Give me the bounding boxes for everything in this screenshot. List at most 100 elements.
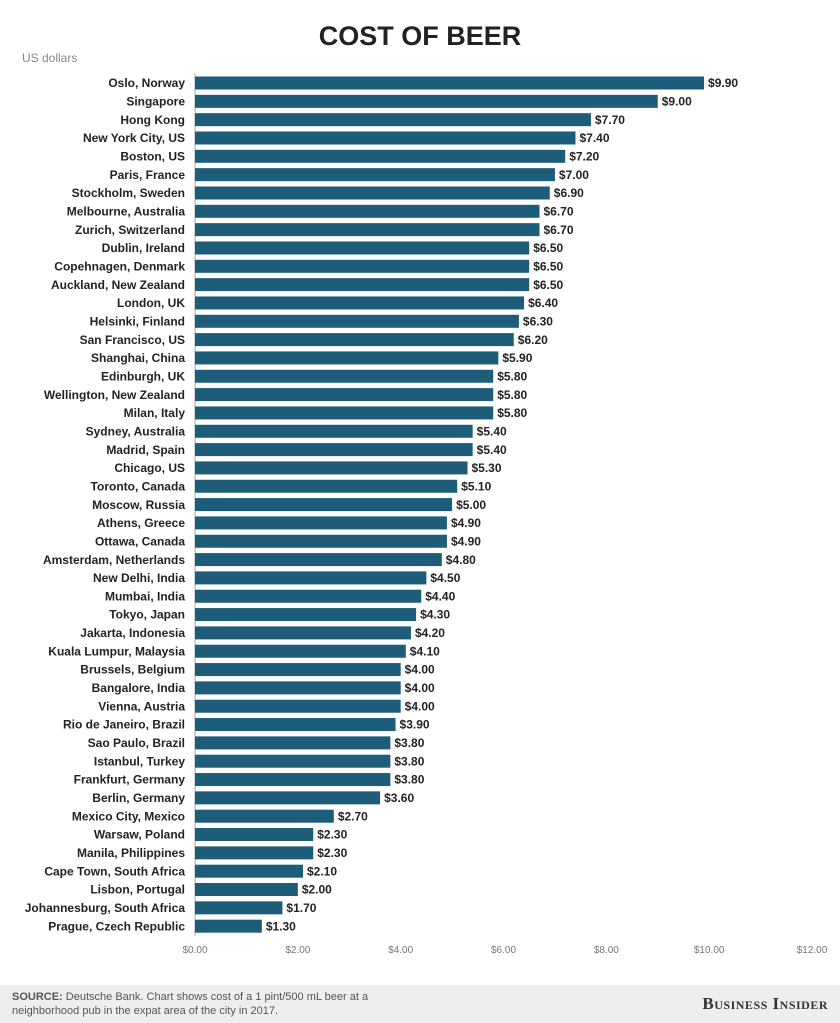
y-tick-label: Prague, Czech Republic [48, 919, 185, 933]
bar [195, 919, 262, 933]
y-tick-label: Jakarta, Indonesia [80, 626, 185, 640]
value-label: $6.70 [543, 223, 573, 237]
y-tick-label: Johannesburg, South Africa [25, 901, 186, 915]
value-label: $4.40 [425, 589, 455, 603]
value-label: $5.10 [461, 479, 491, 493]
y-tick-label: Rio de Janeiro, Brazil [63, 718, 185, 732]
bar [195, 608, 417, 622]
x-tick-label: $8.00 [594, 945, 619, 956]
bar [195, 828, 314, 842]
y-tick-label: Amsterdam, Netherlands [43, 553, 185, 567]
bar [195, 223, 540, 237]
unit-label: US dollars [22, 51, 77, 65]
bar [195, 94, 658, 108]
bar [195, 461, 468, 475]
value-label: $5.80 [497, 369, 527, 383]
y-tick-label: Istanbul, Turkey [94, 754, 185, 768]
y-tick-label: Warsaw, Poland [94, 828, 185, 842]
bar [195, 516, 447, 530]
bar [195, 644, 406, 658]
value-label: $2.70 [338, 809, 368, 823]
y-tick-label: Moscow, Russia [92, 498, 185, 512]
bar [195, 278, 530, 292]
y-tick-label: Athens, Greece [97, 516, 185, 530]
value-label: $6.20 [518, 333, 548, 347]
value-label: $6.40 [528, 296, 558, 310]
bar [195, 259, 530, 273]
y-tick-label: Zurich, Switzerland [75, 223, 185, 237]
y-tick-label: Ottawa, Canada [95, 534, 185, 548]
value-label: $5.80 [497, 406, 527, 420]
y-tick-label: Tokyo, Japan [109, 608, 185, 622]
bar [195, 626, 411, 640]
bar [195, 113, 591, 127]
value-label: $3.90 [400, 718, 430, 732]
value-label: $5.40 [477, 443, 507, 457]
value-label: $2.30 [317, 846, 347, 860]
chart: COST OF BEER US dollars $0.00 $2.00 $4.00 $… [22, 21, 828, 956]
value-label: $9.00 [662, 95, 692, 109]
bar [195, 443, 473, 457]
bar [195, 846, 314, 860]
y-tick-label: Mexico City, Mexico [72, 809, 185, 823]
bar [195, 333, 514, 347]
value-label: $7.00 [559, 168, 589, 182]
y-tick-label: Auckland, New Zealand [51, 278, 185, 292]
x-tick-label: $0.00 [182, 945, 207, 956]
y-tick-label: Mumbai, India [105, 589, 185, 603]
y-tick-label: Melbourne, Australia [67, 204, 186, 218]
bar [195, 498, 453, 512]
y-tick-label: Milan, Italy [124, 406, 186, 420]
y-tick-label: Madrid, Spain [106, 443, 185, 457]
x-tick-label: $10.00 [694, 945, 725, 956]
y-tick-label: Singapore [126, 95, 185, 109]
bar [195, 204, 540, 218]
y-tick-label: Chicago, US [114, 461, 185, 475]
y-tick-label: Frankfurt, Germany [74, 773, 186, 787]
y-tick-label: Oslo, Norway [108, 76, 185, 90]
value-label: $3.80 [394, 773, 424, 787]
bar [195, 791, 381, 805]
y-tick-label: Stockholm, Sweden [72, 186, 185, 200]
value-label: $3.80 [394, 754, 424, 768]
source-text: Deutsche Bank. Chart shows cost of a 1 p… [12, 991, 369, 1017]
bar [195, 699, 401, 713]
y-tick-label: Sydney, Australia [86, 424, 186, 438]
value-label: $4.30 [420, 608, 450, 622]
bar [195, 883, 298, 897]
value-label: $5.80 [497, 388, 527, 402]
bar [195, 424, 473, 438]
source-label: SOURCE: [12, 991, 63, 1003]
value-label: $4.80 [446, 553, 476, 567]
bar [195, 369, 494, 383]
y-tick-label: Lisbon, Portugal [90, 883, 185, 897]
bar [195, 864, 303, 878]
y-tick-label: Hong Kong [120, 113, 185, 127]
y-tick-label: Helsinki, Finland [90, 314, 185, 328]
value-label: $7.20 [569, 149, 599, 163]
value-label: $7.40 [579, 131, 609, 145]
value-label: $4.50 [430, 571, 460, 585]
bar [195, 553, 442, 567]
bar [195, 663, 401, 677]
bar [195, 241, 530, 255]
value-label: $9.90 [708, 76, 738, 90]
x-tick-label: $6.00 [491, 945, 516, 956]
y-tick-label: New Delhi, India [93, 571, 185, 585]
value-label: $4.00 [405, 663, 435, 677]
x-tick-label: $12.00 [797, 945, 828, 956]
bar [195, 589, 422, 603]
y-tick-label: Dublin, Ireland [102, 241, 185, 255]
bar [195, 131, 576, 145]
bar [195, 406, 494, 420]
bar [195, 754, 391, 768]
bar [195, 718, 396, 732]
bar [195, 76, 705, 90]
bar [195, 681, 401, 695]
value-label: $3.80 [394, 736, 424, 750]
value-label: $4.90 [451, 516, 481, 530]
y-tick-label: Berlin, Germany [92, 791, 185, 805]
value-label: $1.30 [266, 919, 296, 933]
bar [195, 186, 550, 200]
value-label: $3.60 [384, 791, 414, 805]
